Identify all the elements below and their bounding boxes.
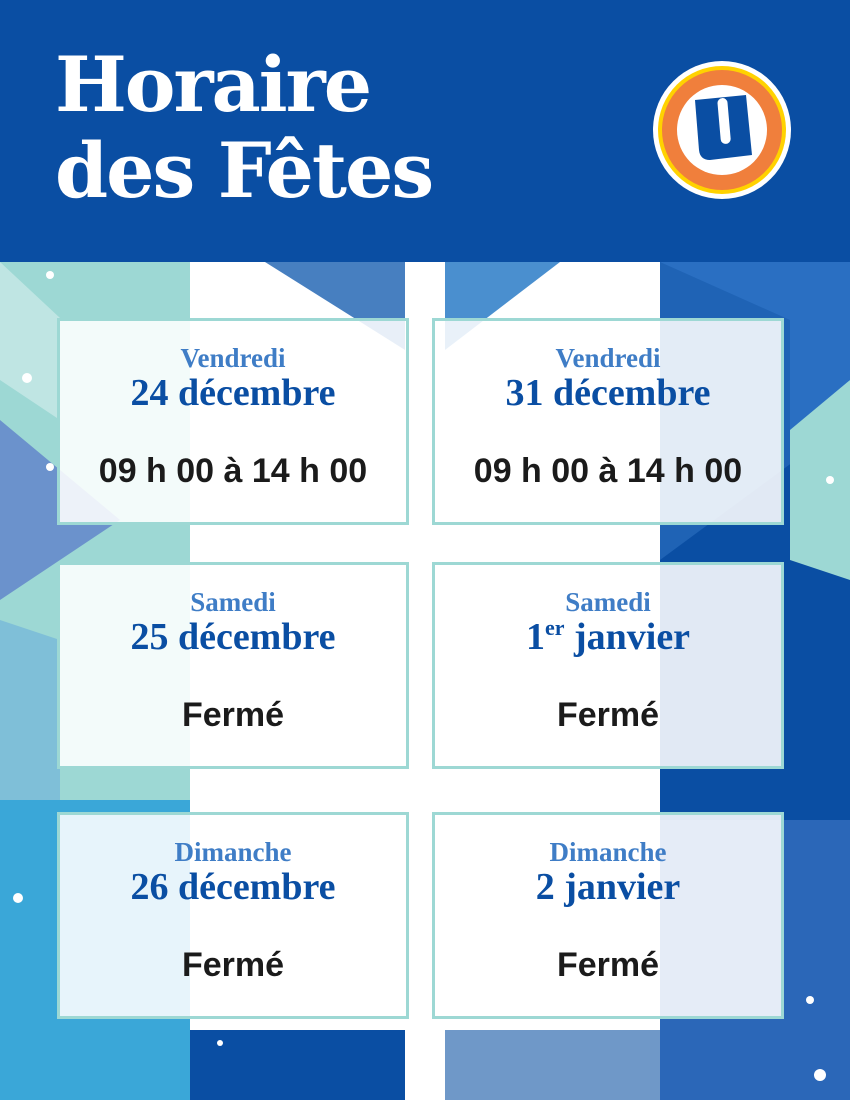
day-label: Dimanche: [549, 837, 667, 867]
hours-label: Fermé: [556, 696, 660, 734]
schedule-card: Samedi 1er janvier Fermé: [432, 562, 784, 769]
date-label: 25 décembre: [130, 616, 336, 658]
date-ordinal: er: [544, 615, 565, 640]
schedule-card: Vendredi 24 décembre 09 h 00 à 14 h 00: [57, 318, 409, 525]
u-logo-icon: [653, 61, 791, 199]
day-label: Samedi: [190, 587, 276, 617]
schedule-card: Dimanche 26 décembre Fermé: [57, 812, 409, 1019]
hours-label: Fermé: [181, 696, 285, 734]
title-line-2: des Fêtes: [55, 126, 434, 215]
date-month: janvier: [564, 616, 691, 658]
hours-label: Fermé: [556, 946, 660, 984]
hours-label: 09 h 00 à 14 h 00: [473, 452, 743, 490]
date-label: 31 décembre: [505, 372, 711, 414]
hours-label: 09 h 00 à 14 h 00: [98, 452, 368, 490]
schedule-card: Dimanche 2 janvier Fermé: [432, 812, 784, 1019]
day-label: Dimanche: [174, 837, 292, 867]
date-label: 24 décembre: [130, 372, 336, 414]
title-line-1: Horaire: [55, 40, 372, 129]
schedule-card: Vendredi 31 décembre 09 h 00 à 14 h 00: [432, 318, 784, 525]
page-title: Horaire des Fêtes: [55, 40, 434, 215]
schedule-card: Samedi 25 décembre Fermé: [57, 562, 409, 769]
date-label: 1er janvier: [435, 615, 781, 658]
day-label: Vendredi: [555, 343, 661, 373]
date-label: 2 janvier: [535, 866, 681, 908]
day-label: Samedi: [565, 587, 651, 617]
date-number: 1: [525, 616, 545, 658]
day-label: Vendredi: [180, 343, 286, 373]
date-label: 26 décembre: [130, 866, 336, 908]
header-banner: Horaire des Fêtes: [0, 0, 850, 262]
hours-label: Fermé: [181, 946, 285, 984]
